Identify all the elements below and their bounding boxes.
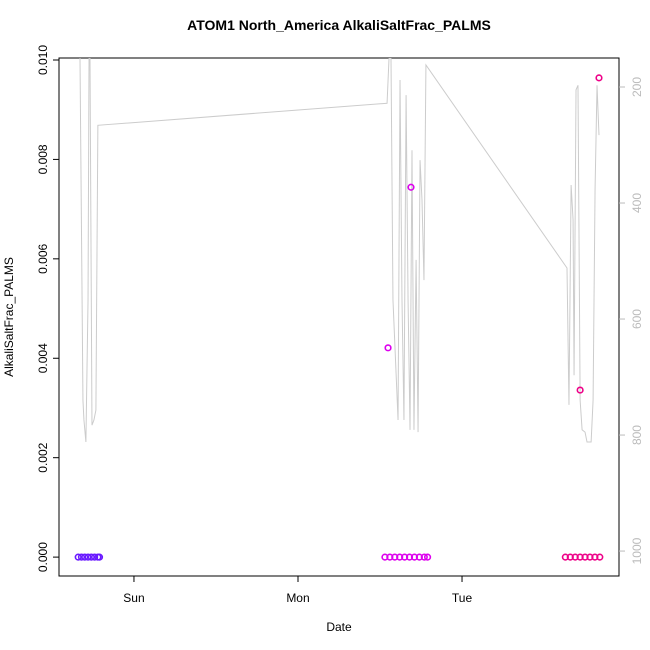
data-point — [87, 553, 95, 561]
y2-tick-label: 200 — [630, 77, 644, 97]
y2-tick-label: 1000 — [630, 537, 644, 564]
x-axis-label: Date — [326, 620, 352, 634]
data-point — [384, 344, 392, 352]
chart-title: ATOM1 North_America AlkaliSaltFrac_PALMS — [187, 17, 491, 33]
plot-area — [74, 58, 604, 561]
x-tick-label: Mon — [286, 591, 309, 605]
data-point — [77, 553, 86, 561]
data-point — [420, 553, 428, 561]
data-point — [407, 183, 415, 191]
x-tick-label: Tue — [452, 591, 473, 605]
data-point — [84, 553, 92, 561]
y2-tick-label: 800 — [630, 425, 644, 445]
y2-tick-label: 600 — [630, 309, 644, 329]
data-point — [595, 74, 603, 82]
data-point — [74, 553, 82, 561]
data-point — [81, 553, 89, 561]
y-tick-label: 0.008 — [36, 144, 50, 174]
y-tick-label: 0.010 — [36, 45, 50, 75]
data-point — [576, 386, 584, 394]
plot-frame — [58, 57, 620, 577]
y-tick-label: 0.002 — [36, 442, 50, 472]
x-tick-label: Sun — [123, 591, 144, 605]
data-line — [79, 58, 600, 443]
y-tick-label: 0.000 — [36, 542, 50, 572]
y2-tick-label: 400 — [630, 193, 644, 213]
data-point — [95, 553, 104, 561]
data-point — [596, 553, 604, 561]
y-tick-label: 0.004 — [36, 343, 50, 373]
y-tick-label: 0.006 — [36, 243, 50, 273]
data-point — [423, 553, 432, 561]
y-axis-label: AlkaliSaltFrac_PALMS — [2, 257, 16, 377]
